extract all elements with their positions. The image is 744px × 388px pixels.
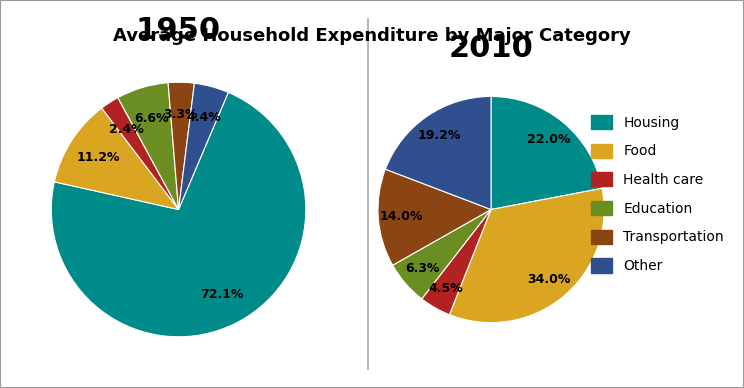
Text: 4.5%: 4.5% (429, 282, 464, 294)
Text: 6.6%: 6.6% (134, 112, 169, 125)
Wedge shape (51, 92, 306, 337)
Legend: Housing, Food, Health care, Education, Transportation, Other: Housing, Food, Health care, Education, T… (586, 109, 730, 279)
Text: 22.0%: 22.0% (527, 133, 571, 146)
Wedge shape (378, 169, 491, 265)
Wedge shape (168, 82, 194, 210)
Text: 72.1%: 72.1% (200, 288, 244, 301)
Wedge shape (422, 210, 491, 315)
Wedge shape (54, 108, 179, 210)
Wedge shape (491, 97, 602, 210)
Text: 19.2%: 19.2% (418, 128, 461, 142)
Wedge shape (118, 83, 179, 210)
Wedge shape (102, 98, 179, 210)
Wedge shape (449, 188, 604, 322)
Text: 34.0%: 34.0% (527, 273, 571, 286)
Text: 4.4%: 4.4% (186, 111, 221, 124)
Text: 3.3%: 3.3% (164, 107, 198, 121)
Wedge shape (385, 97, 491, 210)
Title: 1950: 1950 (136, 16, 221, 45)
Text: 2.4%: 2.4% (109, 123, 144, 136)
Text: 14.0%: 14.0% (379, 210, 423, 223)
Text: 6.3%: 6.3% (405, 262, 440, 275)
Title: 2010: 2010 (449, 34, 533, 63)
Wedge shape (179, 83, 228, 210)
Text: 11.2%: 11.2% (77, 151, 120, 165)
Wedge shape (393, 210, 491, 299)
Text: Average Household Expenditure by Major Category: Average Household Expenditure by Major C… (113, 27, 631, 45)
